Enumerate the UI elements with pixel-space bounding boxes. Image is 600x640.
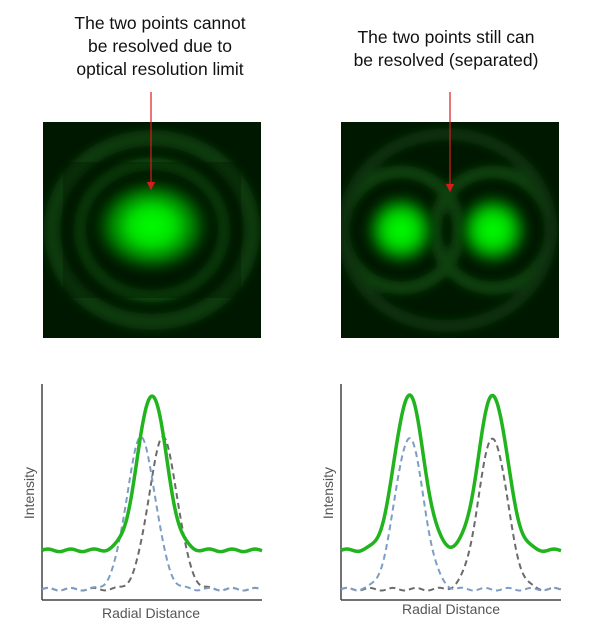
y-axis-label: Intensity: [320, 467, 336, 519]
plot-resolved: Intensity Radial Distance: [320, 384, 562, 617]
caption-resolved: The two points still can be resolved (se…: [353, 27, 539, 70]
summed-intensity-curve: [340, 393, 562, 554]
merged-spot: [90, 176, 214, 276]
y-axis-label: Intensity: [21, 467, 37, 519]
psf-curve-a: [41, 435, 263, 592]
psf-curve-b: [41, 435, 263, 592]
x-axis-label: Radial Distance: [402, 601, 500, 617]
plot-unresolved: Intensity Radial Distance: [21, 384, 263, 621]
airy-pattern-resolved: [341, 122, 559, 338]
summed-intensity-curve: [41, 394, 263, 554]
airy-pattern-unresolved-svg: [43, 122, 261, 338]
spot-right: [453, 190, 533, 270]
airy-pattern-unresolved: [43, 122, 261, 338]
psf-curve-a: [340, 437, 562, 592]
psf-curve-b: [340, 437, 562, 592]
spot-left: [361, 190, 441, 270]
x-axis-label: Radial Distance: [102, 605, 200, 621]
caption-unresolved: The two points cannot be resolved due to…: [74, 13, 246, 79]
